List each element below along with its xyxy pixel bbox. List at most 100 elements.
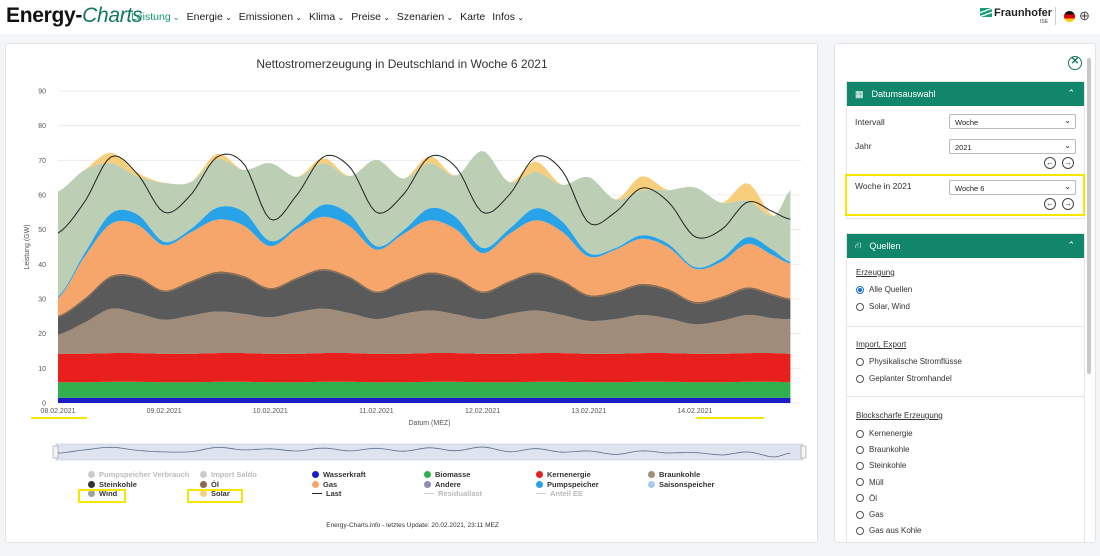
import-title[interactable]: Import, Export — [856, 340, 907, 349]
quellen-title: Quellen — [869, 241, 901, 251]
radio-checked-icon[interactable] — [856, 285, 864, 294]
brand-sub: ISE — [1040, 19, 1049, 25]
radio-option[interactable]: Müll — [856, 478, 884, 487]
chevron-up-icon: ⌃ — [1067, 88, 1075, 98]
fraunhofer-logo[interactable]: Fraunhofer ISE — [980, 7, 1053, 25]
radio-unchecked-icon[interactable] — [856, 494, 864, 503]
legend-marker — [648, 480, 655, 488]
radio-option[interactable]: Geplanter Stromhandel — [856, 374, 952, 383]
radio-option[interactable]: Solar, Wind — [856, 302, 910, 311]
german-flag-icon[interactable] — [1064, 11, 1075, 22]
scrollbar-thumb[interactable] — [1087, 58, 1091, 374]
quellen-header[interactable]: ⛙ Quellen ⌃ — [847, 234, 1084, 258]
nav-item-leistung[interactable]: Leistung ⌄ — [131, 11, 180, 23]
logo[interactable]: Energy-Charts — [6, 4, 142, 28]
legend-item-saisonspeicher[interactable]: Saisonspeicher — [648, 480, 714, 489]
legend-item-braunkohle[interactable]: Braunkohle — [648, 470, 700, 479]
series-area-pumpspeicher — [58, 204, 791, 299]
legend-label: Solar — [211, 489, 230, 498]
intervall-value: Woche — [955, 118, 979, 127]
logo-accent: Charts — [82, 4, 143, 27]
radio-option[interactable]: Gas — [856, 510, 884, 519]
panel-scrollbar[interactable] — [1085, 50, 1092, 540]
legend-item-öl[interactable]: Öl — [200, 480, 219, 489]
series-area-solar — [58, 151, 791, 217]
radio-unchecked-icon[interactable] — [856, 302, 864, 311]
brand-name: Fraunhofer — [994, 7, 1053, 19]
radio-option[interactable]: Steinkohle — [856, 461, 906, 470]
legend-item-gas[interactable]: Gas — [312, 480, 337, 489]
radio-option[interactable]: Braunkohle — [856, 445, 909, 454]
radio-option[interactable]: Gas aus Kohle — [856, 526, 921, 535]
legend-item-last[interactable]: Last — [312, 489, 341, 498]
radio-unchecked-icon[interactable] — [856, 526, 864, 535]
radio-unchecked-icon[interactable] — [856, 357, 864, 366]
legend-item-kernenergie[interactable]: Kernenergie — [536, 470, 591, 479]
legend-label: Wasserkraft — [323, 470, 366, 479]
globe-icon[interactable]: ⊕ — [1079, 8, 1090, 23]
nav-item-szenarien[interactable]: Szenarien ⌄ — [397, 11, 453, 23]
nav-item-energie[interactable]: Energie ⌄ — [187, 11, 232, 23]
radio-label: Gas — [869, 510, 884, 519]
radio-option[interactable]: Physikalische Stromflüsse — [856, 357, 962, 366]
nav-item-infos[interactable]: Infos ⌄ — [492, 11, 524, 23]
legend-item-biomasse[interactable]: Biomasse — [424, 470, 470, 479]
jahr-select[interactable]: 2021 ⌄ — [949, 139, 1076, 154]
chevron-down-icon: ⌄ — [380, 13, 390, 22]
radio-unchecked-icon[interactable] — [856, 374, 864, 383]
jahr-prev-icon[interactable]: ← — [1044, 157, 1056, 169]
x-tick-label: 13.02.2021 — [571, 408, 606, 415]
radio-label: Kernenergie — [869, 429, 913, 438]
intervall-select[interactable]: Woche ⌄ — [949, 114, 1076, 129]
legend-item-residuallast[interactable]: Residuallast — [424, 489, 482, 498]
y-tick-label: 50 — [38, 227, 46, 234]
series-area-wind — [58, 151, 791, 297]
nav-item-karte[interactable]: Karte — [460, 11, 485, 23]
nav-item-preise[interactable]: Preise ⌄ — [351, 11, 390, 23]
main-nav: Leistung ⌄ Energie ⌄ Emissionen ⌄ Klima ⌄ Pr… — [131, 11, 524, 23]
chart-panel: Nettostromerzeugung in Deutschland in Wo… — [5, 43, 818, 543]
radio-label: Müll — [869, 477, 884, 487]
woche-prev-icon[interactable]: ← — [1044, 198, 1056, 210]
legend-item-andere[interactable]: Andere — [424, 480, 461, 489]
legend-item-steinkohle[interactable]: Steinkohle — [88, 480, 137, 489]
block-title[interactable]: Blockscharfe Erzeugung — [856, 411, 943, 420]
chevron-down-icon: ⌄ — [444, 13, 454, 22]
radio-unchecked-icon[interactable] — [856, 445, 864, 454]
y-tick-label: 80 — [38, 123, 46, 130]
radio-unchecked-icon[interactable] — [856, 429, 864, 438]
nav-item-klima[interactable]: Klima ⌄ — [309, 11, 344, 23]
legend-item-wasserkraft[interactable]: Wasserkraft — [312, 470, 366, 479]
erzeugung-title[interactable]: Erzeugung — [856, 268, 895, 277]
close-panel-icon[interactable]: ✕ — [1068, 56, 1082, 70]
legend-item-solar[interactable]: Solar — [200, 489, 230, 498]
legend-item-pumpspeicher-verbrauch[interactable]: Pumpspeicher Verbrauch — [88, 470, 189, 479]
y-axis-label: Leistung (GW) — [24, 224, 31, 269]
legend-item-anteil-ee[interactable]: Anteil EE — [536, 489, 583, 498]
radio-option[interactable]: Kernenergie — [856, 429, 913, 438]
intervall-label: Intervall — [855, 117, 885, 127]
legend-item-import-saldo[interactable]: Import Saldo — [200, 470, 257, 479]
datumsauswahl-header[interactable]: ▦ Datumsauswahl ⌃ — [847, 82, 1084, 106]
nav-item-emissionen[interactable]: Emissionen ⌄ — [239, 11, 302, 23]
x-tick-label: 08.02.2021 — [40, 408, 75, 415]
legend-marker — [88, 480, 95, 488]
logo-main: Energy- — [6, 4, 83, 27]
series-area-steinkohle — [58, 270, 791, 335]
radio-option[interactable]: Alle Quellen — [856, 285, 912, 294]
radio-option[interactable]: Öl — [856, 494, 877, 503]
legend-label: Import Saldo — [211, 470, 257, 479]
radio-unchecked-icon[interactable] — [856, 478, 864, 487]
y-tick-label: 30 — [38, 297, 46, 304]
woche-next-icon[interactable]: → — [1062, 198, 1074, 210]
nav-item-label: Leistung — [131, 11, 171, 23]
radio-unchecked-icon[interactable] — [856, 461, 864, 470]
jahr-next-icon[interactable]: → — [1062, 157, 1074, 169]
radio-unchecked-icon[interactable] — [856, 510, 864, 519]
y-tick-label: 90 — [38, 89, 46, 96]
jahr-value: 2021 — [955, 143, 972, 152]
radio-label: Geplanter Stromhandel — [869, 374, 952, 383]
legend-item-pumpspeicher[interactable]: Pumpspeicher — [536, 480, 599, 489]
woche-select[interactable]: Woche 6 ⌄ — [949, 180, 1076, 195]
legend-item-wind[interactable]: Wind — [88, 489, 117, 498]
